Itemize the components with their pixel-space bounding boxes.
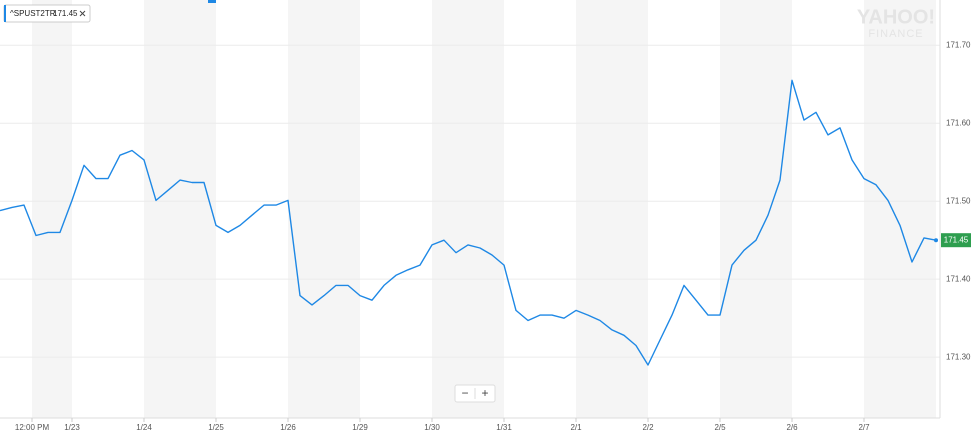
x-tick-label: 1/29 — [352, 423, 368, 432]
legend-close[interactable] — [79, 10, 86, 17]
day-band — [288, 0, 360, 418]
last-point — [934, 238, 938, 243]
x-tick-label: 1/30 — [424, 423, 440, 432]
x-tick-label: 1/23 — [64, 423, 80, 432]
x-tick-label: 1/25 — [208, 423, 224, 432]
x-tick-label: 12:00 PM — [15, 423, 50, 432]
x-tick-label: 2/6 — [786, 423, 798, 432]
last-price-label: 171.45 — [944, 235, 969, 244]
x-tick-label: 1/31 — [496, 423, 512, 432]
day-band — [864, 0, 936, 418]
legend: ^SPUST2TR 171.45 — [3, 4, 91, 23]
x-tick-label: 1/26 — [280, 423, 296, 432]
grid — [0, 44, 940, 358]
x-tick-label: 2/7 — [858, 423, 870, 432]
legend-value: 171.45 — [53, 9, 78, 18]
legend-name: ^SPUST2TR — [10, 9, 56, 18]
y-tick-label: 171.50 — [946, 196, 971, 205]
watermark: YAHOO! — [857, 6, 935, 28]
zoom-out[interactable]: − — [461, 386, 468, 400]
last-price-badge — [941, 233, 971, 248]
zoom-in[interactable]: + — [481, 386, 488, 400]
day-band — [720, 0, 792, 418]
y-tick-label: 171.30 — [946, 352, 971, 361]
day-bands — [32, 0, 936, 418]
marker — [208, 0, 216, 3]
x-tick-label: 2/1 — [570, 423, 582, 432]
day-band — [432, 0, 504, 418]
zoom: − + — [454, 384, 496, 403]
legend-swatch — [4, 5, 6, 22]
day-band — [576, 0, 648, 418]
watermark: FINANCE — [868, 28, 923, 40]
day-band — [32, 0, 72, 418]
y-tick-label: 171.70 — [946, 40, 971, 49]
x-tick-label: 2/5 — [714, 423, 726, 432]
x-tick-label: 2/2 — [642, 423, 654, 432]
price-line — [0, 79, 937, 366]
x-tick-label: 1/24 — [136, 423, 152, 432]
day-band — [144, 0, 216, 418]
y-tick-label: 171.60 — [946, 118, 971, 127]
y-tick-label: 171.40 — [946, 274, 971, 283]
